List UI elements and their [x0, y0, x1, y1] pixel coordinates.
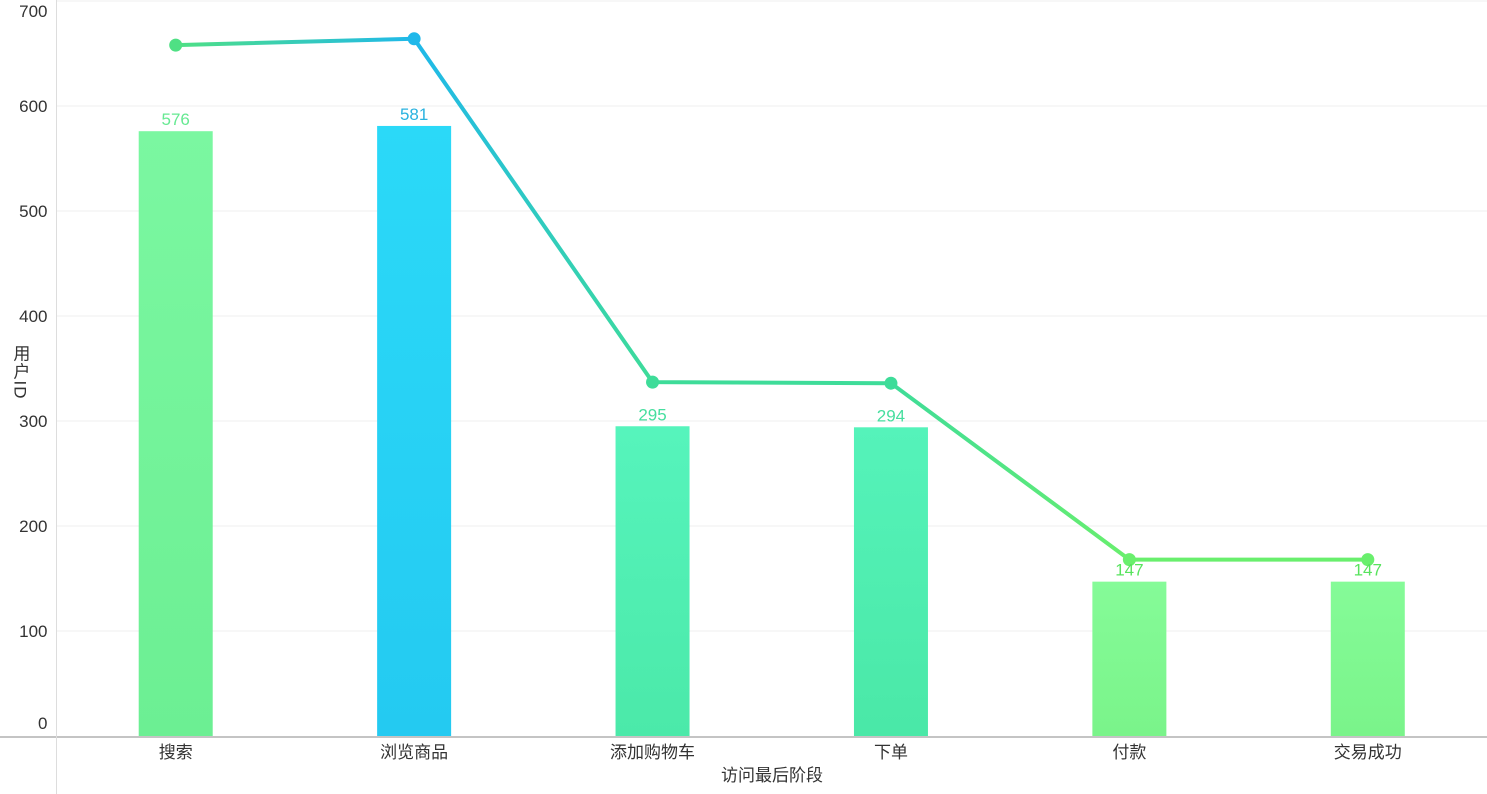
- line-point-下单[interactable]: [884, 376, 898, 390]
- y-tick-label: 600: [19, 97, 47, 116]
- x-category-label: 浏览商品: [380, 743, 448, 762]
- line-point-搜索[interactable]: [169, 38, 183, 52]
- trend-line: [173, 36, 1370, 562]
- line-point-交易成功[interactable]: [1361, 553, 1375, 567]
- x-category-label: 交易成功: [1334, 743, 1402, 762]
- y-tick-label: 400: [19, 307, 47, 326]
- y-tick-label: 500: [19, 202, 47, 221]
- y-tick-label: 0: [38, 714, 47, 733]
- x-category-label: 搜索: [159, 743, 193, 762]
- bar-下单[interactable]: [853, 427, 928, 736]
- bar-搜索[interactable]: [138, 131, 213, 736]
- bar-交易成功[interactable]: [1330, 581, 1405, 736]
- x-category-label: 付款: [1112, 743, 1146, 762]
- bar-浏览商品[interactable]: [377, 125, 452, 736]
- bar-value-label: 147: [1354, 561, 1382, 580]
- y-tick-label: 300: [19, 412, 47, 431]
- y-tick-label: 200: [19, 517, 47, 536]
- line-point-付款[interactable]: [1122, 553, 1136, 567]
- bar-付款[interactable]: [1092, 581, 1167, 736]
- x-category-label: 添加购物车: [610, 743, 695, 762]
- x-axis-title: 访问最后阶段: [721, 766, 823, 785]
- y-tick-label: 100: [19, 622, 47, 641]
- bar-value-label: 294: [877, 406, 905, 425]
- x-category-label: 下单: [874, 743, 908, 762]
- y-axis-title: 用户ID: [10, 344, 30, 400]
- bar-value-label: 581: [400, 105, 428, 124]
- bar-value-label: 576: [162, 110, 190, 129]
- line-point-浏览商品[interactable]: [407, 32, 421, 46]
- line-point-添加购物车[interactable]: [646, 375, 660, 389]
- bar-value-label: 147: [1115, 561, 1143, 580]
- bar-添加购物车[interactable]: [615, 426, 690, 736]
- bar-value-label: 295: [638, 405, 666, 424]
- y-tick-label: 700: [19, 2, 47, 21]
